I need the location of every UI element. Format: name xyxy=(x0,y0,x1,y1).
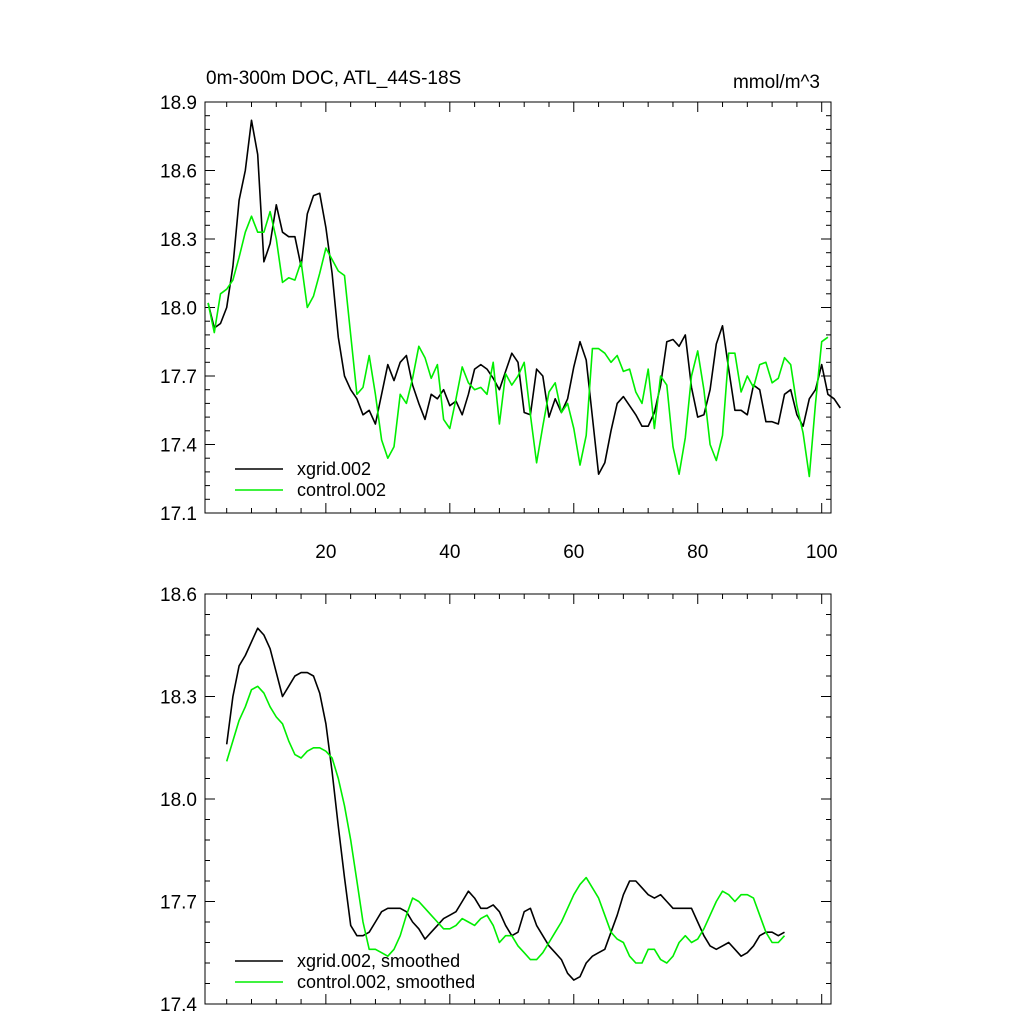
y-tick-label: 18.6 xyxy=(160,162,197,183)
series-line-xgrid xyxy=(225,627,785,981)
legend-label: xgrid.002, smoothed xyxy=(297,951,460,971)
legend-label: control.002 xyxy=(297,480,386,500)
top-panel: 17.1 17.4 17.7 18.0 18.3 18.6 18.9 20 40 60 80 100 x… xyxy=(160,93,841,563)
y-tick-label: 17.7 xyxy=(160,893,197,914)
series-line-control xyxy=(207,210,829,478)
y-tick-label: 17.7 xyxy=(160,367,197,388)
bottom-panel: 17.4 17.7 18.0 18.3 18.6 xgrid.002, smoothedc… xyxy=(160,585,832,1016)
series-line-control xyxy=(225,685,786,964)
y-tick-label: 17.4 xyxy=(160,995,197,1016)
plot-frame xyxy=(204,593,832,1005)
chart-title: 0m-300m DOC, ATL_44S-18S xyxy=(206,68,461,89)
y-tick-label: 17.4 xyxy=(160,436,197,457)
y-tick-label: 17.1 xyxy=(160,504,197,525)
plot-frame xyxy=(204,101,832,514)
x-tick-label: 20 xyxy=(315,542,336,563)
y-tick-label: 18.3 xyxy=(160,230,197,251)
y-tick-label: 18.3 xyxy=(160,688,197,709)
legend-label: control.002, smoothed xyxy=(297,972,475,992)
y-tick-label: 18.9 xyxy=(160,93,197,114)
units-label: mmol/m^3 xyxy=(733,72,820,93)
y-tick-label: 18.6 xyxy=(160,585,197,606)
x-tick-label: 60 xyxy=(563,542,584,563)
x-tick-label: 80 xyxy=(687,542,708,563)
series-line-xgrid xyxy=(207,119,841,476)
x-tick-label: 100 xyxy=(806,542,838,563)
legend-label: xgrid.002 xyxy=(297,459,371,479)
y-tick-label: 18.0 xyxy=(160,299,197,320)
x-tick-label: 40 xyxy=(439,542,460,563)
y-tick-label: 18.0 xyxy=(160,790,197,811)
